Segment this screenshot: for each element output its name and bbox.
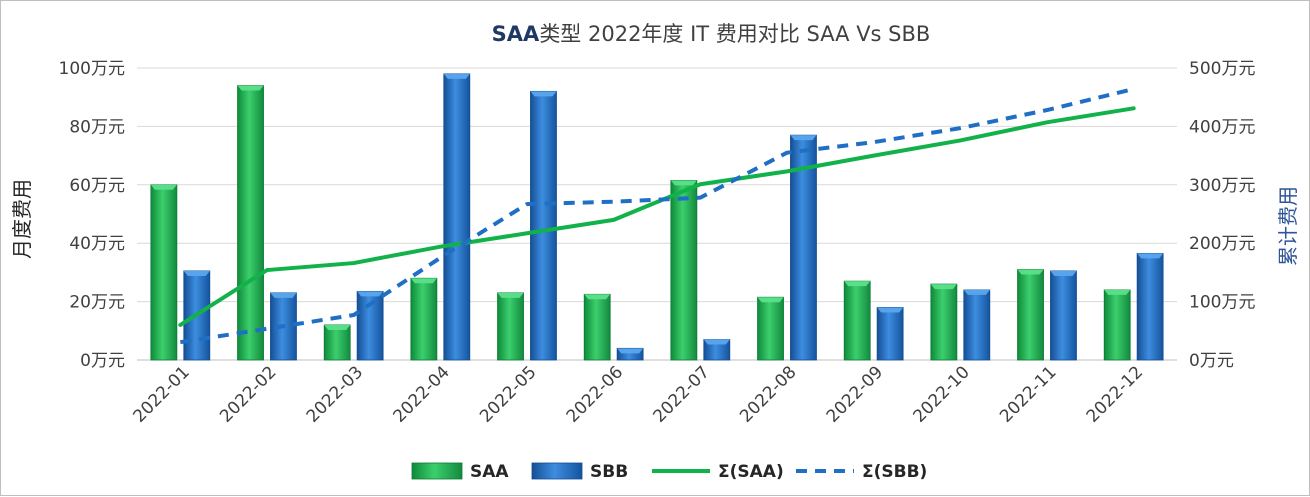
line-cumulative-saa [178,106,1136,327]
bar-cap-sbb [877,307,904,313]
bar-cap-saa [410,278,437,284]
bar-cap-saa [670,180,697,186]
x-tick-label: 2022-07 [650,362,714,426]
bar-cap-saa [757,297,784,303]
bar-sbb [1050,270,1077,361]
legend-label: Σ(SBB) [862,462,927,482]
bar-cap-saa [150,184,177,190]
bar-cap-sbb [1137,253,1164,259]
x-tick-label: 2022-10 [910,362,974,426]
x-axis-labels: 2022-01 2022-02 2022-03 2022-04 2022-05 2022-… [130,362,1148,426]
x-tick-label: 2022-03 [303,362,367,426]
cumulative-lines [178,87,1136,345]
axis-ticks: 0万元 0万元 20万元 100万元 40万元 200万元 60万元 300万元 80万元 400… [59,59,1256,371]
bars [150,73,1164,361]
bar-sbb [1136,253,1164,361]
y-tick-left: 20万元 [69,293,125,313]
bar-cap-sbb [270,292,297,298]
bar-cap-sbb [703,339,730,345]
y-tick-right: 100万元 [1189,293,1255,313]
y-tick-right: 400万元 [1189,117,1255,137]
bar-cap-sbb [443,73,470,79]
bar-cap-sbb [1050,270,1077,276]
y-axis-right-label: 累计费用 [1276,186,1300,266]
legend-swatch-sbb [531,462,583,480]
bar-saa [670,180,698,361]
bar-saa [930,283,958,361]
x-tick-label: 2022-04 [390,362,454,426]
bar-sbb [963,289,991,361]
bar-cap-saa [1104,289,1131,295]
x-tick-label: 2022-09 [823,362,887,426]
bar-saa [583,293,611,361]
bar-saa [1017,269,1044,361]
bar-cap-saa [237,85,264,91]
bar-saa [497,292,524,361]
bar-cap-sbb [357,291,384,297]
y-axis-left-label: 月度费用 [10,179,34,259]
legend: SAA SBB Σ(SAA) Σ(SBB) [411,462,927,482]
chart-title-rest: 类型 2022年度 IT 费用对比 SAA Vs SBB [539,22,930,46]
legend-swatch-saa [411,462,463,480]
legend-label: Σ(SAA) [718,462,784,482]
x-tick-label: 2022-06 [563,362,627,426]
bar-saa [757,296,784,361]
x-tick-label: 2022-12 [1083,362,1147,426]
gridlines [137,67,1177,361]
bar-cap-saa [1017,269,1044,275]
bar-sbb [790,134,817,361]
line-cumulative-sbb [180,87,1135,345]
bar-cap-saa [584,294,611,300]
legend-label: SBB [590,462,628,482]
y-tick-right: 0万元 [1189,351,1234,371]
y-tick-left: 60万元 [69,176,125,196]
bar-cap-saa [930,284,957,290]
x-tick-label: 2022-02 [216,362,280,426]
bar-saa [1103,289,1131,361]
x-tick-label: 2022-11 [996,362,1060,426]
bar-cap-sbb [617,348,644,354]
y-tick-left: 80万元 [69,117,125,137]
bar-cap-sbb [790,135,817,141]
y-tick-right: 200万元 [1189,234,1255,254]
chart-title-brand: SAA [492,22,540,46]
y-tick-right: 300万元 [1189,176,1255,196]
bar-cap-saa [324,324,351,330]
bar-cap-sbb [530,91,557,97]
x-tick-label: 2022-05 [476,362,540,426]
bar-sbb [876,307,904,361]
bar-saa [323,324,351,361]
bar-saa [150,184,178,361]
bar-cap-saa [844,281,871,287]
x-tick-label: 2022-08 [736,362,800,426]
bar-sbb [356,290,384,361]
bar-cap-sbb [963,289,990,295]
x-tick-label: 2022-01 [130,362,194,426]
bar-cap-saa [497,292,524,298]
bar-sbb [443,73,471,361]
y-tick-left: 0万元 [80,351,125,371]
chart-title: SAA类型 2022年度 IT 费用对比 SAA Vs SBB [492,22,931,46]
bar-saa [410,277,438,361]
y-tick-left: 40万元 [69,234,125,254]
bar-saa [237,85,264,361]
bar-sbb [530,90,557,361]
bar-cap-sbb [183,270,210,276]
y-tick-right: 500万元 [1189,59,1255,79]
bar-saa [843,280,871,361]
y-tick-left: 100万元 [59,59,125,79]
legend-label: SAA [470,462,509,482]
